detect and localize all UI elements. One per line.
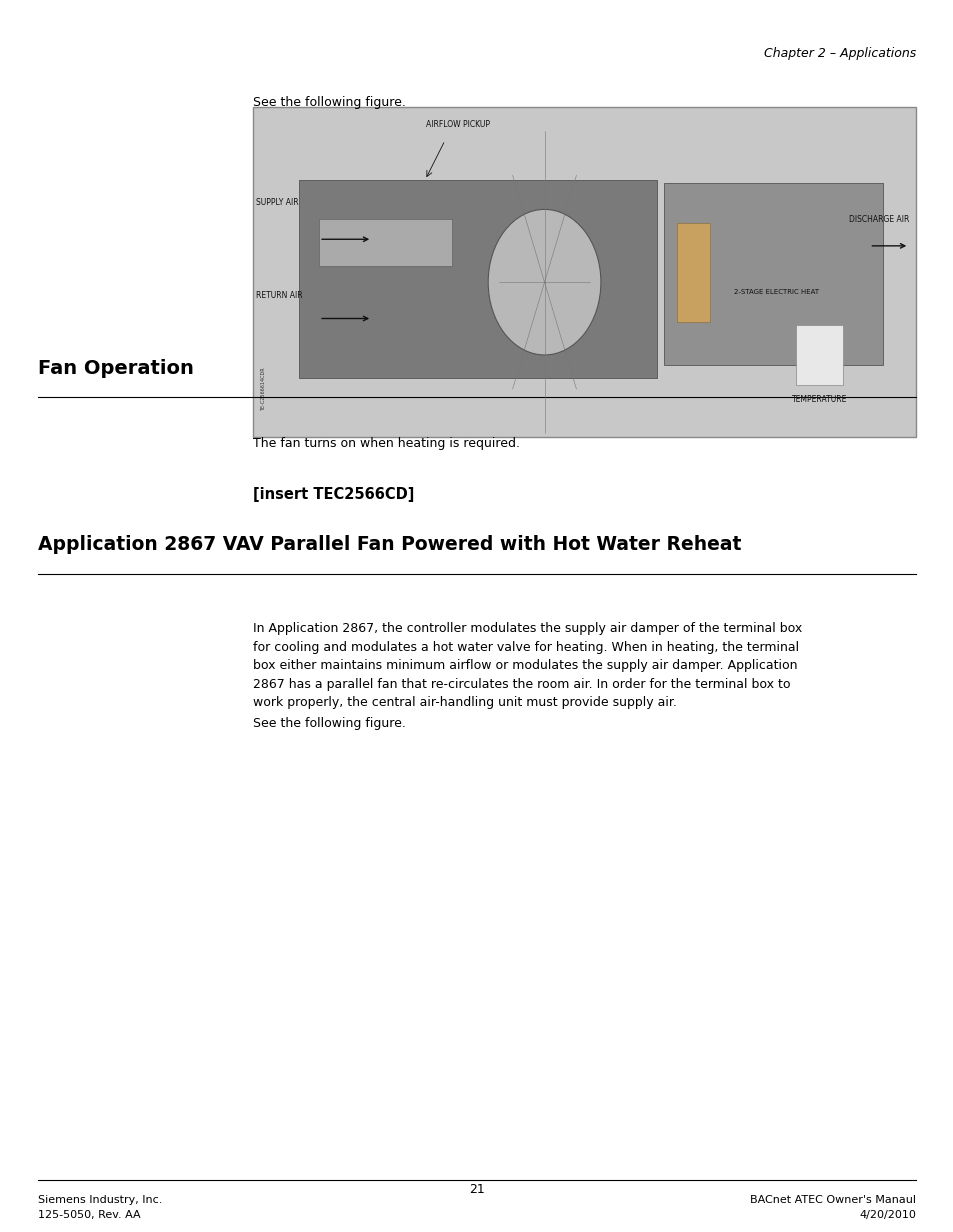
Bar: [318, 219, 452, 266]
Text: See the following figure.: See the following figure.: [253, 717, 405, 731]
Text: BACnet ATEC Owner's Manaul: BACnet ATEC Owner's Manaul: [749, 1195, 915, 1205]
Text: In Application 2867, the controller modulates the supply air damper of the termi: In Application 2867, the controller modu…: [253, 622, 801, 710]
Text: RETURN AIR: RETURN AIR: [255, 291, 302, 299]
Text: Chapter 2 – Applications: Chapter 2 – Applications: [762, 47, 915, 60]
Text: TE-C2566614CDR: TE-C2566614CDR: [261, 367, 266, 411]
Text: AIRFLOW PICKUP: AIRFLOW PICKUP: [426, 121, 490, 129]
Text: SUPPLY AIR: SUPPLY AIR: [255, 198, 298, 207]
Text: 125-5050, Rev. AA: 125-5050, Rev. AA: [38, 1210, 141, 1220]
Text: Siemens Industry, Inc.: Siemens Industry, Inc.: [38, 1195, 162, 1205]
Bar: [677, 223, 710, 322]
Bar: [663, 184, 882, 365]
Text: 21: 21: [469, 1183, 484, 1196]
Text: See the following figure.: See the following figure.: [253, 96, 405, 110]
Bar: [299, 180, 657, 378]
Text: [insert TEC2566CD]: [insert TEC2566CD]: [253, 487, 414, 501]
Text: Fan Operation: Fan Operation: [38, 360, 193, 378]
Text: 2-STAGE ELECTRIC HEAT: 2-STAGE ELECTRIC HEAT: [733, 290, 819, 296]
Text: Application 2867 VAV Parallel Fan Powered with Hot Water Reheat: Application 2867 VAV Parallel Fan Powere…: [38, 536, 740, 554]
Text: The fan turns on when heating is required.: The fan turns on when heating is require…: [253, 437, 519, 451]
Text: TEMPERATURE: TEMPERATURE: [791, 395, 846, 404]
Text: 4/20/2010: 4/20/2010: [858, 1210, 915, 1220]
Bar: [253, 107, 915, 437]
Bar: [796, 325, 842, 384]
Text: DISCHARGE AIR: DISCHARGE AIR: [848, 214, 908, 224]
Circle shape: [488, 209, 600, 355]
